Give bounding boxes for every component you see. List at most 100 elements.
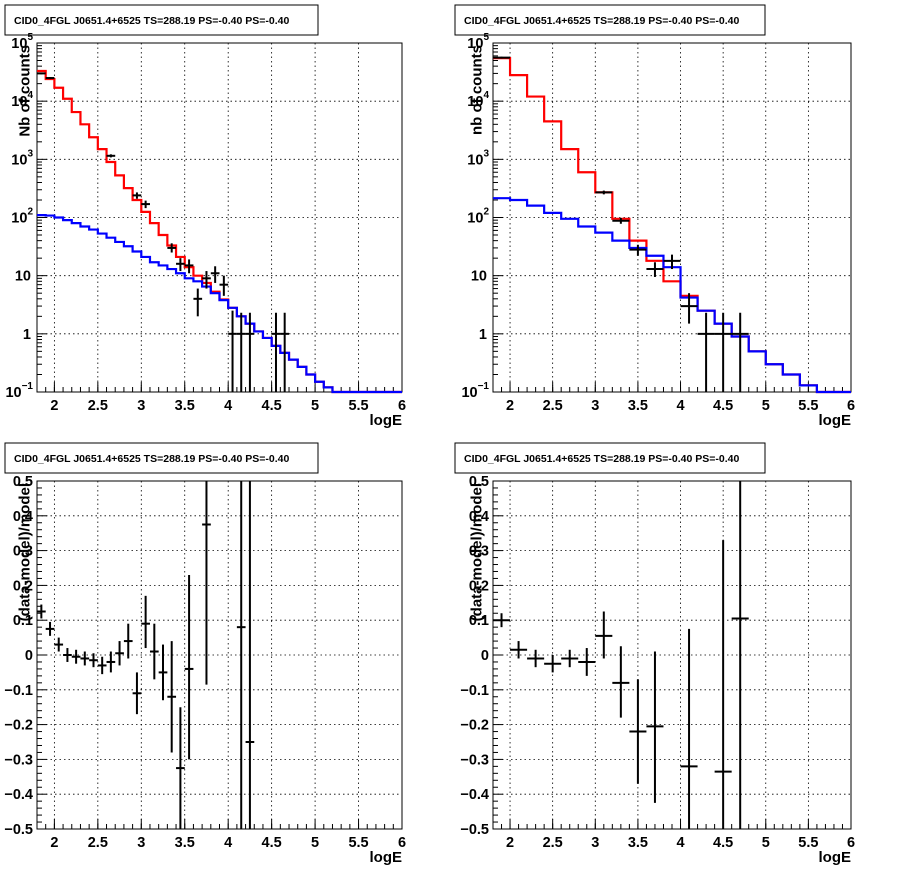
x-tick-label: 3.5 — [175, 398, 195, 414]
y-tick-label: 0.2 — [469, 578, 489, 594]
x-tick-label: 5.5 — [798, 835, 818, 851]
data-point — [663, 254, 681, 270]
data-point — [245, 481, 255, 829]
y-tick-label: 0.5 — [469, 474, 489, 490]
y-tick-base: 10 — [467, 36, 483, 52]
data-point — [612, 646, 630, 718]
data-point — [167, 641, 177, 753]
chart-title: CID0_4FGL J0651.4+6525 TS=288.19 PS=-0.4… — [14, 453, 289, 465]
x-tick-label: 5 — [311, 398, 319, 414]
y-tick-label: 0.3 — [469, 544, 489, 560]
source-model-step-line — [37, 213, 402, 394]
x-tick-label: 3.5 — [175, 835, 195, 851]
x-tick-label: 3 — [591, 835, 599, 851]
x-tick-label: 4.5 — [713, 398, 733, 414]
x-tick-label: 5 — [762, 835, 770, 851]
data-point — [219, 275, 229, 296]
y-tick-label: 0 — [481, 648, 489, 664]
y-tick-base: 10 — [467, 94, 483, 110]
data-point — [176, 258, 185, 272]
data-point — [595, 190, 613, 195]
y-tick-label: 0.3 — [13, 544, 33, 560]
data-point — [37, 72, 46, 75]
x-tick-label: 4 — [224, 398, 232, 414]
y-tick-exponent: −1 — [22, 381, 34, 392]
x-tick-label: 2 — [50, 835, 58, 851]
data-point — [271, 312, 281, 392]
data-point — [210, 266, 220, 283]
y-tick-exponent: 4 — [27, 90, 33, 101]
x-axis-label: logE — [370, 412, 403, 429]
y-tick-label: 105 — [11, 32, 33, 52]
y-axis-label: nb of counts — [468, 45, 485, 135]
x-tick-label: 4 — [676, 398, 684, 414]
data-point — [63, 648, 72, 662]
y-tick-exponent: 3 — [27, 148, 33, 159]
y-tick-base: 10 — [11, 94, 27, 110]
data-point — [245, 312, 255, 392]
title-box — [454, 442, 766, 474]
data-point — [629, 679, 647, 784]
y-tick-label: −0.2 — [4, 718, 33, 734]
x-tick-label: 6 — [398, 398, 406, 414]
data-point — [176, 707, 185, 829]
data-point — [527, 649, 545, 668]
title-box — [4, 442, 319, 474]
data-point — [280, 312, 290, 392]
y-tick-base: 10 — [5, 385, 21, 401]
data-point — [578, 648, 596, 676]
y-tick-label: −0.5 — [460, 822, 489, 838]
panel-counts-right: CID0_4FGL J0651.4+6525 TS=288.19 PS=-0.4… — [454, 4, 855, 429]
data-point — [132, 672, 142, 715]
y-tick-exponent: 2 — [483, 207, 489, 218]
x-tick-label: 3 — [591, 398, 599, 414]
data-point — [680, 628, 698, 829]
y-tick-label: 105 — [467, 32, 489, 52]
data-point — [106, 651, 116, 673]
data-point — [141, 200, 150, 209]
y-tick-base: 10 — [461, 385, 477, 401]
data-point — [714, 312, 732, 392]
y-axis-label: (data-model)/model — [468, 483, 485, 621]
x-tick-label: 5.5 — [348, 398, 368, 414]
data-point — [123, 623, 133, 659]
y-tick-exponent: 2 — [27, 207, 33, 218]
y-tick-label: −0.4 — [4, 787, 33, 803]
data-point — [106, 154, 116, 158]
x-tick-label: 5 — [311, 835, 319, 851]
panel-residual-right: CID0_4FGL J0651.4+6525 TS=288.19 PS=-0.4… — [454, 442, 855, 866]
data-point — [202, 271, 211, 289]
data-point — [193, 288, 203, 317]
data-point — [595, 611, 613, 659]
y-tick-label: 104 — [467, 90, 489, 110]
y-tick-label: 0.1 — [13, 613, 33, 629]
y-tick-label: 0.4 — [469, 509, 489, 525]
y-tick-label: 0.4 — [13, 509, 33, 525]
x-tick-label: 3.5 — [628, 835, 648, 851]
data-point — [510, 641, 528, 659]
y-tick-label: 1 — [23, 327, 31, 343]
x-tick-label: 3 — [137, 835, 145, 851]
x-tick-label: 5 — [762, 398, 770, 414]
y-tick-label: 102 — [11, 207, 33, 227]
data-point — [544, 655, 562, 673]
y-tick-label: −0.3 — [4, 752, 33, 768]
data-point — [54, 637, 64, 652]
y-tick-label: 10−1 — [461, 381, 489, 401]
x-tick-label: 2.5 — [543, 835, 563, 851]
y-tick-label: −0.4 — [460, 787, 489, 803]
y-tick-base: 10 — [11, 36, 27, 52]
y-tick-label: 0.2 — [13, 578, 33, 594]
x-tick-label: 2 — [50, 398, 58, 414]
data-point — [158, 644, 168, 701]
x-tick-label: 2 — [506, 398, 514, 414]
y-tick-base: 10 — [11, 152, 27, 168]
data-point — [115, 641, 124, 666]
data-point — [236, 481, 246, 829]
data-point — [184, 574, 194, 760]
data-point — [714, 540, 732, 829]
x-tick-label: 6 — [847, 398, 855, 414]
y-tick-label: 103 — [467, 148, 489, 168]
title-box — [4, 4, 319, 36]
